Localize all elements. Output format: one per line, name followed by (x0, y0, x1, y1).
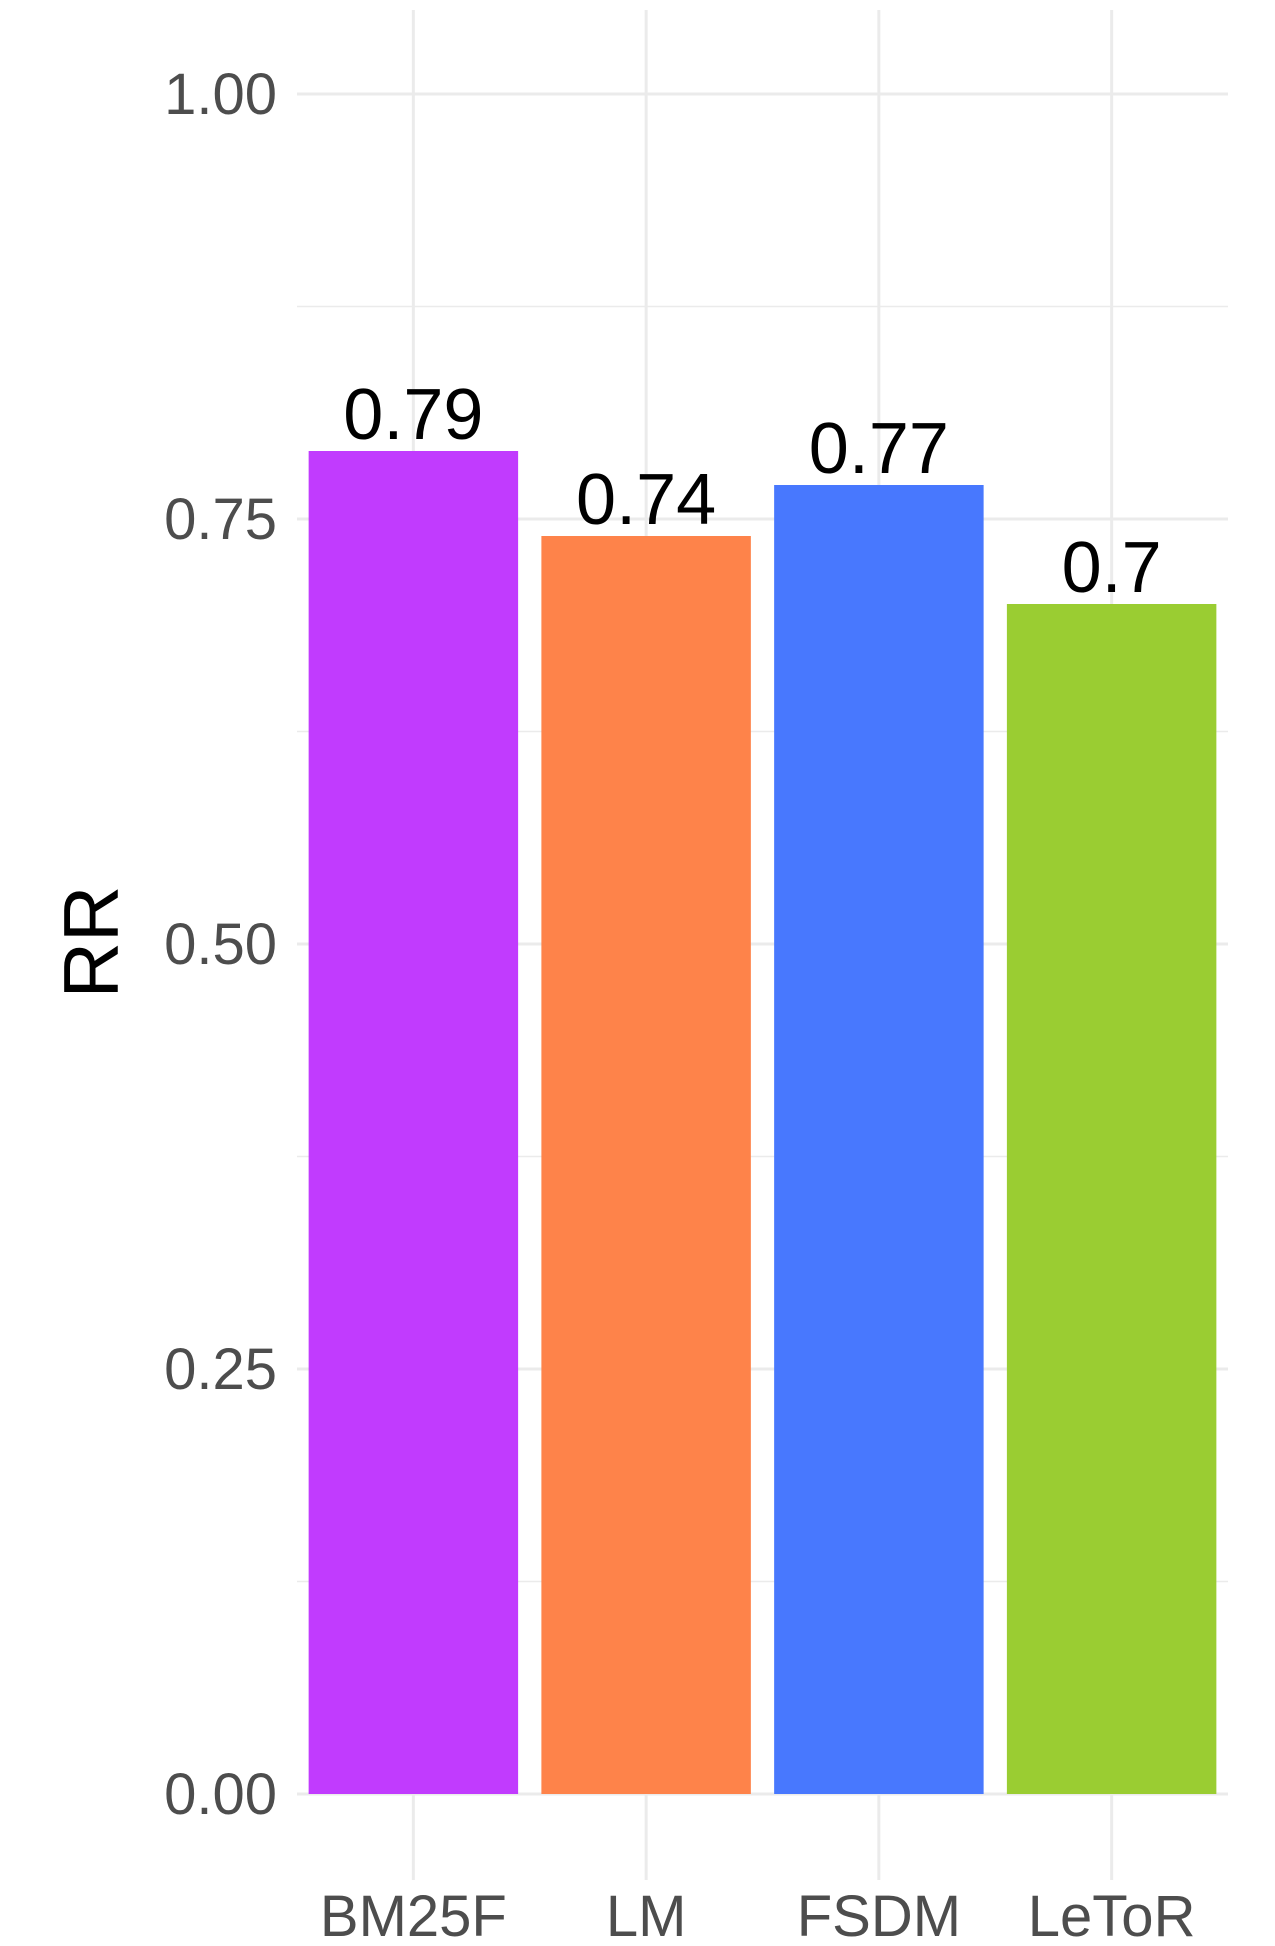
bar-letor (1006, 604, 1217, 1794)
y-tick-label: 0.25 (164, 1337, 277, 1402)
y-tick-label: 0.50 (164, 912, 277, 977)
y-axis-ticks: 0.00 0.25 0.50 0.75 1.00 (164, 62, 277, 1827)
x-tick-label-lm: LM (606, 1884, 687, 1946)
bar-lm (541, 536, 751, 1794)
bars (308, 451, 1217, 1794)
y-tick-label: 1.00 (164, 62, 277, 127)
x-axis-ticks: BM25F LM FSDM LeToR (320, 1884, 1196, 1946)
y-tick-label: 0.00 (164, 1762, 277, 1827)
data-labels: 0.79 0.74 0.77 0.7 (343, 375, 1161, 608)
x-tick-label-fsdm: FSDM (797, 1884, 961, 1946)
data-label-fsdm: 0.77 (809, 409, 949, 489)
x-tick-label-letor: LeToR (1028, 1884, 1196, 1946)
data-label-letor: 0.7 (1062, 528, 1162, 608)
data-label-bm25f: 0.79 (343, 375, 483, 455)
x-tick-label-bm25f: BM25F (320, 1884, 507, 1946)
bar-bm25f (308, 451, 519, 1794)
y-tick-label: 0.75 (164, 487, 277, 552)
y-axis-title: RR (47, 886, 135, 999)
data-label-lm: 0.74 (576, 460, 716, 540)
bar-fsdm (774, 485, 984, 1794)
